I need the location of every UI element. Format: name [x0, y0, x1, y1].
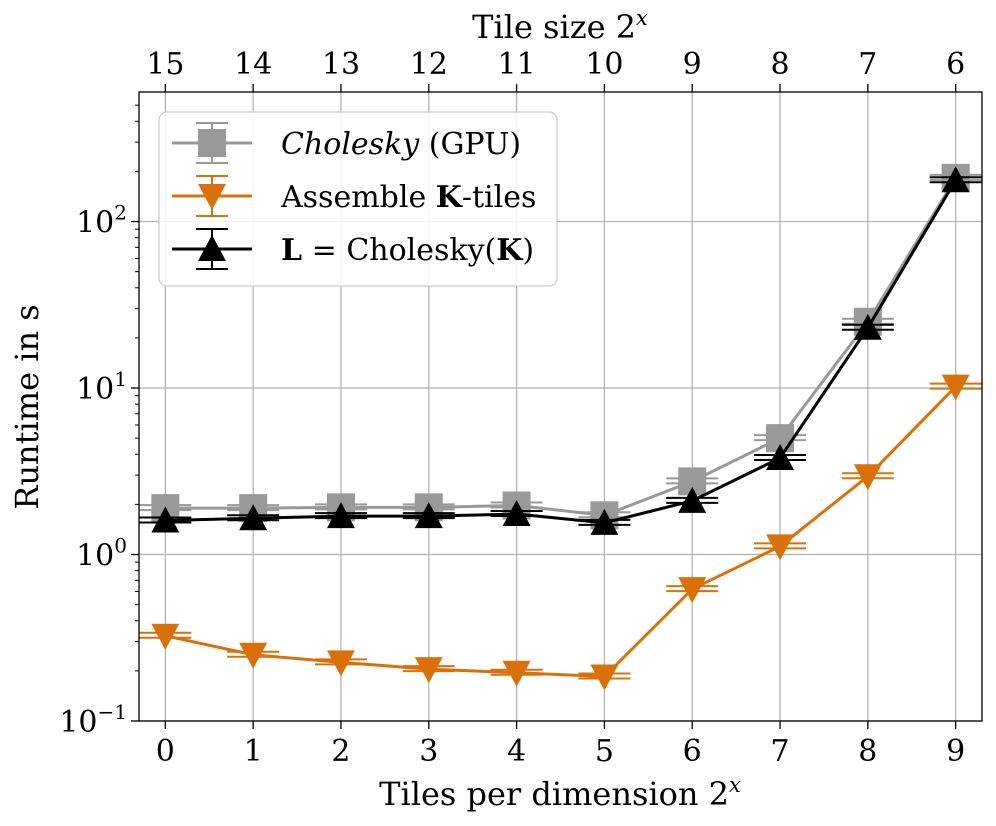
series-1-point-2 [326, 650, 355, 677]
y-tick-label-3: 102 [76, 201, 127, 241]
axis-ticks: 0 15 1 14 2 13 3 12 4 11 5 10 6 9 7 8 8 7 9 6 10−1 100 101 102 [59, 47, 965, 769]
series-2-point-0 [151, 506, 180, 533]
top-tick-label-5: 10 [585, 47, 623, 82]
x-tick-label-7: 7 [770, 734, 789, 769]
series-layer [139, 163, 982, 691]
x-tick-label-3: 3 [419, 734, 438, 769]
legend-marker-2 [198, 235, 226, 261]
top-tick-label-0: 15 [146, 47, 184, 82]
x-tick-label-2: 2 [331, 734, 350, 769]
top-tick-label-7: 8 [770, 47, 789, 82]
series-2-point-6 [678, 486, 707, 513]
legend-label-assemble: Assemble K-tiles [280, 180, 536, 215]
legend-marker-0 [198, 129, 226, 157]
x-axis-title-top: Tile size 2x [472, 6, 648, 46]
series-1-point-1 [239, 642, 268, 669]
series-1-point-7 [766, 534, 795, 561]
series-2-point-3 [414, 502, 443, 529]
series-2-point-5 [590, 508, 619, 535]
series-2-point-9 [941, 166, 970, 193]
series-1-point-0 [151, 623, 180, 650]
x-tick-label-9: 9 [946, 734, 965, 769]
series-2-point-4 [502, 500, 531, 527]
series-1-point-9 [941, 374, 970, 401]
series-2-line [165, 179, 957, 525]
legend: Cholesky (GPU) Assemble K-tiles L = Chol… [158, 111, 558, 287]
series-2-point-8 [853, 313, 882, 340]
legend-box [158, 111, 558, 287]
series-1-point-5 [590, 664, 619, 691]
x-tick-label-0: 0 [156, 734, 175, 769]
top-tick-label-9: 6 [946, 47, 965, 82]
legend-marker-1 [198, 184, 226, 210]
series-1-point-6 [678, 577, 707, 604]
y-tick-label-1: 100 [76, 534, 127, 574]
series-1-point-3 [414, 657, 443, 684]
y-axis-title: Runtime in s [8, 304, 46, 509]
x-tick-label-4: 4 [507, 734, 526, 769]
plot-frame [138, 91, 983, 722]
series-2-point-7 [766, 443, 795, 470]
legend-label-l-cholesky: L = Cholesky(K) [281, 233, 534, 268]
top-tick-label-6: 9 [683, 47, 702, 82]
top-tick-label-2: 13 [322, 47, 360, 82]
series-1 [139, 374, 982, 691]
top-tick-label-1: 14 [234, 47, 272, 82]
y-tick-label-2: 101 [76, 367, 127, 407]
series-1-point-4 [502, 660, 531, 687]
series-1-point-8 [853, 464, 882, 491]
x-tick-label-8: 8 [858, 734, 877, 769]
x-axis-title-bottom: Tiles per dimension 2x [379, 773, 741, 813]
top-tick-label-8: 7 [858, 47, 877, 82]
series-2 [139, 166, 982, 535]
x-tick-label-5: 5 [595, 734, 614, 769]
x-tick-label-1: 1 [244, 734, 263, 769]
series-1-line [165, 385, 957, 679]
top-tick-label-3: 12 [410, 47, 448, 82]
series-2-point-2 [326, 502, 355, 529]
legend-label-cholesky-gpu: Cholesky (GPU) [281, 127, 521, 162]
series-0-line [165, 177, 957, 517]
y-tick-label-0: 10−1 [59, 700, 127, 740]
series-2-point-1 [239, 504, 268, 531]
top-tick-label-4: 11 [498, 47, 536, 82]
x-tick-label-6: 6 [683, 734, 702, 769]
